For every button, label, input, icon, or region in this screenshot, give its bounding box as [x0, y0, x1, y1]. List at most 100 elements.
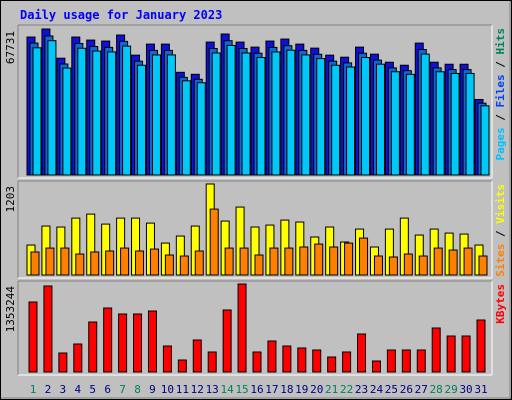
legend-entry: Sites — [494, 244, 507, 277]
x-tick-label: 30 — [459, 383, 472, 396]
bar — [222, 309, 232, 373]
legend-separator: / — [494, 108, 507, 128]
x-tick-label: 7 — [119, 383, 126, 396]
y-tick-label: 1353244 — [4, 286, 17, 333]
bar — [58, 352, 68, 373]
x-tick-label: 10 — [161, 383, 174, 396]
bar — [420, 53, 430, 176]
bar — [47, 40, 57, 176]
x-tick-label: 8 — [134, 383, 141, 396]
bar — [346, 66, 356, 176]
legend-entry: Hits — [494, 28, 507, 55]
bar — [342, 351, 352, 373]
x-tick-label: 4 — [74, 383, 81, 396]
x-tick-label: 3 — [60, 383, 67, 396]
bar — [122, 45, 132, 176]
bar — [375, 63, 385, 176]
bar — [299, 246, 309, 276]
y-tick-label: 1203 — [4, 186, 17, 213]
bar — [237, 283, 247, 373]
legend-separator: / — [494, 55, 507, 75]
bar — [28, 301, 38, 373]
bar — [433, 247, 443, 276]
y-tick-label: 67731 — [4, 31, 17, 64]
x-tick-label: 28 — [430, 383, 443, 396]
bar — [45, 247, 55, 276]
bar — [431, 327, 441, 373]
bar — [166, 54, 176, 176]
bar — [331, 64, 341, 176]
bar — [73, 343, 83, 373]
x-tick-label: 21 — [325, 383, 338, 396]
bar — [416, 349, 426, 373]
x-tick-label: 9 — [149, 383, 156, 396]
legend: Pages / Files / Hits — [494, 28, 507, 161]
bar — [211, 52, 221, 176]
x-tick-label: 2 — [45, 383, 52, 396]
bar — [461, 335, 471, 373]
bar — [88, 321, 98, 373]
bar — [120, 247, 130, 276]
bar — [181, 80, 191, 176]
legend: KBytes — [494, 284, 507, 324]
bar — [147, 310, 157, 373]
legend: Sites / Visits — [494, 184, 507, 277]
bar — [478, 255, 488, 276]
bar — [297, 347, 307, 373]
bar — [480, 105, 490, 176]
bar — [390, 71, 400, 176]
x-tick-label: 5 — [89, 383, 96, 396]
x-tick-label: 11 — [176, 383, 189, 396]
bar — [476, 319, 486, 373]
bar — [224, 247, 234, 276]
bar — [239, 247, 249, 276]
bar — [448, 249, 458, 276]
bar — [209, 208, 219, 276]
legend-separator: / — [494, 224, 507, 244]
bar — [252, 351, 262, 373]
x-tick-label: 19 — [295, 383, 308, 396]
legend-entry: KBytes — [494, 284, 507, 324]
bar — [327, 356, 337, 373]
bar — [344, 242, 354, 276]
bar — [179, 255, 189, 276]
x-tick-label: 22 — [340, 383, 353, 396]
bar — [60, 247, 70, 276]
bar — [403, 253, 413, 276]
bar — [371, 360, 381, 373]
bar — [286, 49, 296, 176]
x-tick-label: 27 — [415, 383, 428, 396]
bar — [435, 71, 445, 176]
bar — [162, 345, 172, 373]
x-tick-label: 18 — [280, 383, 293, 396]
bar — [192, 339, 202, 373]
bar — [267, 340, 277, 373]
bar — [405, 73, 415, 176]
x-tick-label: 13 — [206, 383, 219, 396]
bar — [357, 333, 367, 373]
x-tick-label: 23 — [355, 383, 368, 396]
bar — [241, 52, 251, 176]
x-tick-label: 6 — [104, 383, 111, 396]
bar — [226, 44, 236, 176]
bar — [151, 54, 161, 176]
bar — [463, 247, 473, 276]
bar — [314, 243, 324, 276]
x-tick-label: 14 — [221, 383, 235, 396]
bar — [164, 254, 174, 276]
x-tick-label: 29 — [445, 383, 458, 396]
bar — [62, 67, 72, 176]
bar — [133, 313, 143, 373]
bar — [118, 313, 128, 373]
x-tick-label: 20 — [310, 383, 323, 396]
bar — [137, 64, 147, 176]
x-tick-label: 1 — [30, 383, 37, 396]
bar — [282, 345, 292, 373]
bar — [301, 54, 311, 176]
bar — [30, 251, 40, 276]
bar — [271, 51, 281, 176]
bar — [465, 72, 475, 176]
bar — [418, 255, 428, 276]
bar — [361, 57, 371, 176]
